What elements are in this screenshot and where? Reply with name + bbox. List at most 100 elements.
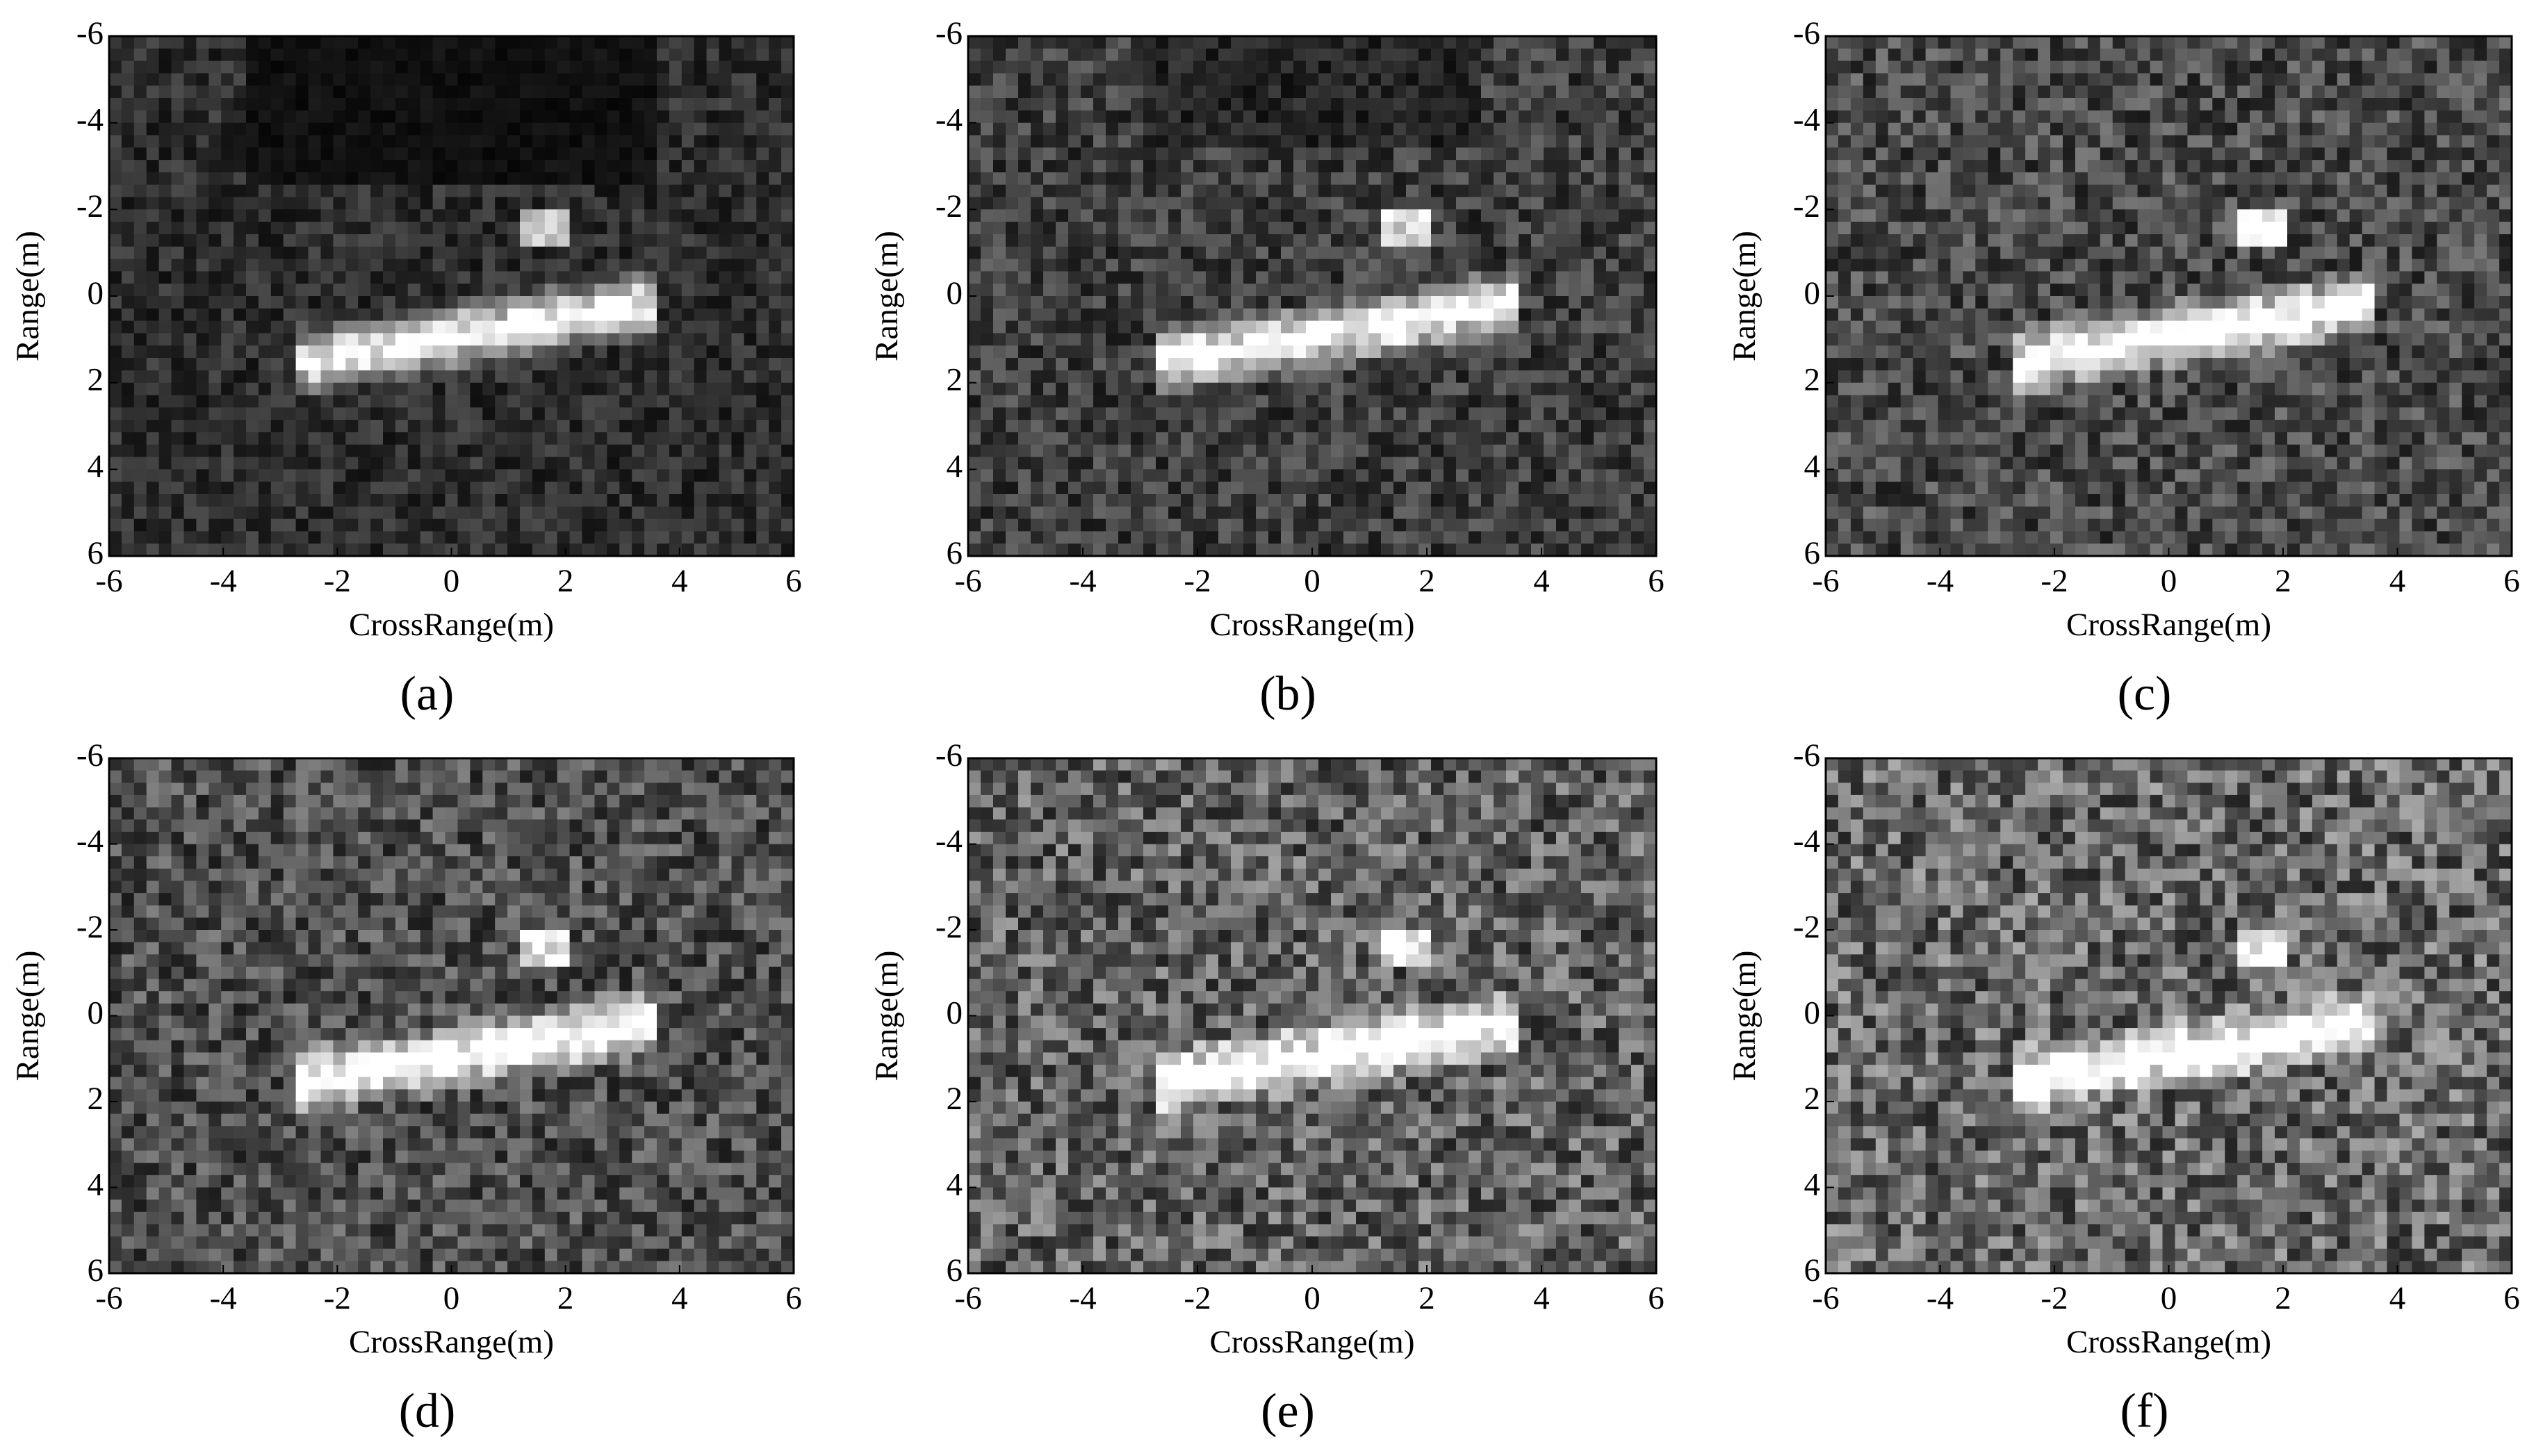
pixel — [1343, 518, 1357, 532]
pixel — [1469, 172, 1482, 186]
pixel — [395, 358, 409, 371]
pixel — [2424, 48, 2437, 62]
pixel — [445, 122, 458, 136]
pixel — [532, 296, 546, 309]
pixel — [981, 284, 994, 297]
pixel — [1506, 36, 1519, 49]
pixel — [1556, 73, 1569, 86]
pixel — [1256, 494, 1269, 507]
pixel — [320, 209, 334, 222]
pixel — [1131, 184, 1144, 198]
pixel — [1331, 98, 1344, 111]
pixel — [507, 222, 521, 235]
pixel — [109, 518, 122, 532]
pixel — [681, 420, 695, 433]
pixel — [221, 197, 234, 210]
pixel — [657, 222, 670, 235]
pixel — [507, 246, 521, 260]
pixel — [1368, 209, 1382, 222]
pixel — [1143, 494, 1156, 507]
pixel — [1469, 469, 1482, 482]
pixel — [2175, 60, 2188, 74]
pixel — [1531, 494, 1544, 507]
pixel — [1243, 482, 1257, 495]
pixel — [681, 320, 695, 334]
pixel — [2075, 73, 2088, 86]
pixel — [657, 234, 670, 247]
pixel — [333, 518, 346, 532]
pixel — [1006, 147, 1019, 161]
pixel — [1393, 370, 1407, 384]
pixel — [1368, 271, 1382, 284]
pixel — [1031, 98, 1044, 111]
pixel — [1056, 345, 1069, 359]
pixel — [1031, 469, 1044, 482]
pixel — [1531, 420, 1544, 433]
pixel — [2474, 48, 2487, 62]
pixel — [1343, 222, 1357, 235]
pixel — [457, 482, 471, 495]
pixel — [781, 197, 794, 210]
pixel — [1018, 184, 1031, 198]
pixel — [121, 469, 135, 482]
pixel — [420, 246, 434, 260]
pixel — [657, 308, 670, 322]
pixel — [507, 308, 521, 322]
pixel — [1644, 48, 1657, 62]
pixel — [2050, 60, 2063, 74]
pixel — [981, 234, 994, 247]
pixel — [308, 395, 321, 408]
pixel — [370, 407, 384, 420]
pixel — [1256, 209, 1269, 222]
pixel — [1431, 358, 1444, 371]
pixel — [594, 234, 607, 247]
pixel — [395, 246, 409, 260]
pixel — [1569, 469, 1582, 482]
pixel — [594, 308, 607, 322]
pixel — [470, 457, 483, 470]
pixel — [1531, 284, 1544, 297]
pixel — [731, 271, 744, 284]
pixel — [2387, 48, 2400, 62]
pixel — [1143, 209, 1156, 222]
pixel — [1268, 284, 1282, 297]
pixel — [1231, 234, 1244, 247]
pixel — [644, 308, 657, 322]
pixel — [632, 234, 645, 247]
pixel — [171, 160, 184, 173]
pixel — [1619, 184, 1632, 198]
pixel — [557, 73, 571, 86]
pixel — [1231, 184, 1244, 198]
pixel — [1381, 420, 1394, 433]
pixel — [495, 506, 508, 520]
pixel — [557, 48, 571, 62]
pixel — [607, 382, 620, 396]
pixel — [270, 395, 284, 408]
pixel — [1494, 444, 1507, 458]
pixel — [731, 457, 744, 470]
pixel — [1206, 184, 1219, 198]
pixel — [1006, 73, 1019, 86]
pixel — [1481, 382, 1494, 396]
pixel — [544, 333, 558, 346]
pixel — [731, 345, 744, 359]
pixel — [1331, 246, 1344, 260]
pixel — [681, 284, 695, 297]
pixel — [582, 197, 595, 210]
pixel — [2474, 36, 2487, 49]
pixel — [993, 209, 1006, 222]
pixel — [1606, 98, 1619, 111]
pixel — [1444, 48, 1457, 62]
pixel — [1481, 531, 1494, 544]
pixel — [1081, 296, 1094, 309]
pixel — [158, 506, 172, 520]
pixel — [1356, 271, 1369, 284]
pixel — [1356, 98, 1369, 111]
pixel — [109, 184, 122, 198]
pixel — [582, 345, 595, 359]
pixel — [569, 345, 583, 359]
pixel — [2349, 85, 2363, 99]
pixel — [1431, 36, 1444, 49]
pixel — [432, 407, 446, 420]
pixel — [1431, 420, 1444, 433]
